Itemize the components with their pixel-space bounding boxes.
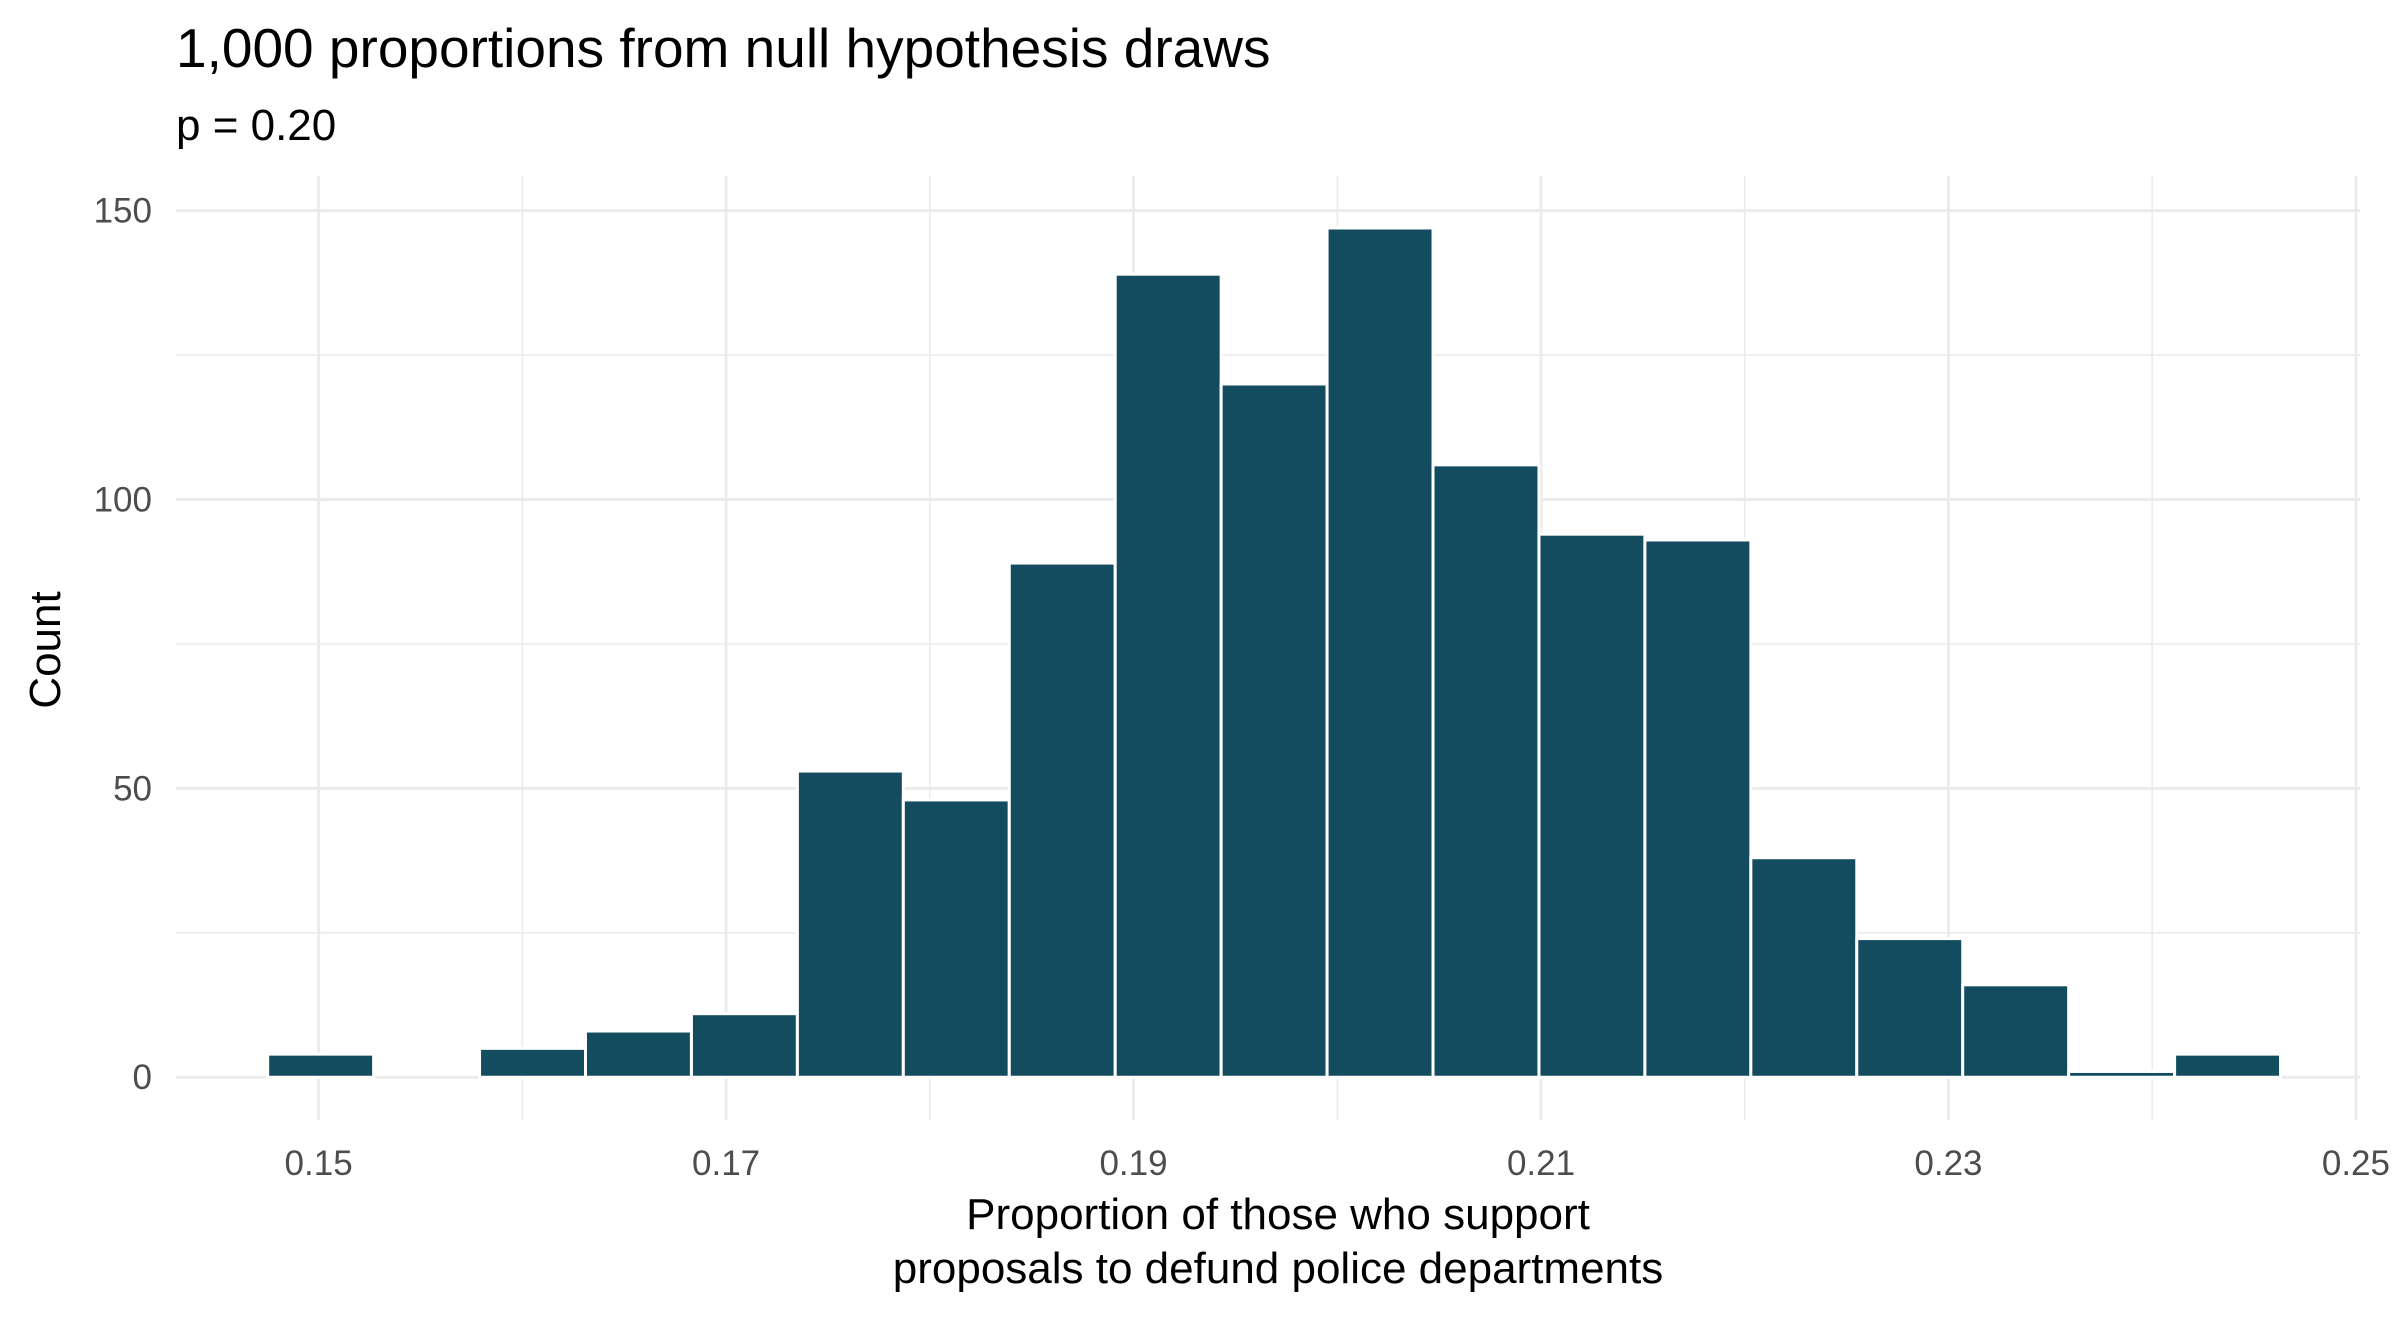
- histogram-bar-10: [1325, 226, 1435, 1079]
- x-tick-label-0: 0.15: [285, 1144, 353, 1183]
- histogram-bar-7: [1007, 561, 1117, 1079]
- histogram-bars: [266, 226, 2283, 1079]
- y-tick-label-2: 100: [94, 481, 152, 520]
- x-tick-label-4: 0.23: [1914, 1144, 1982, 1183]
- histogram-bar-6: [901, 798, 1011, 1079]
- histogram-bar-12: [1537, 532, 1647, 1079]
- histogram-bar-16: [1961, 983, 2071, 1079]
- x-tick-label-3: 0.21: [1507, 1144, 1575, 1183]
- histogram-bar-11: [1431, 463, 1541, 1079]
- histogram-bar-17: [2067, 1069, 2177, 1079]
- histogram-bar-2: [478, 1046, 587, 1079]
- chart-subtitle: p = 0.20: [176, 101, 336, 150]
- tick-labels: 0.15 0.17 0.19 0.21 0.23 0.25 0 50 100 150: [94, 192, 2390, 1183]
- histogram-bar-15: [1855, 937, 1965, 1079]
- histogram-bar-5: [795, 769, 905, 1079]
- x-tick-label-1: 0.17: [692, 1144, 760, 1183]
- histogram-bar-4: [689, 1012, 799, 1079]
- x-tick-label-2: 0.19: [1099, 1144, 1167, 1183]
- histogram-bar-13: [1643, 538, 1753, 1079]
- x-tick-label-5: 0.25: [2322, 1144, 2390, 1183]
- y-tick-label-3: 150: [94, 192, 152, 231]
- x-axis-title-line1: Proportion of those who support: [966, 1190, 1590, 1239]
- histogram-bar-14: [1749, 856, 1859, 1079]
- y-axis-title: Count: [21, 591, 70, 708]
- y-tick-label-1: 50: [113, 769, 152, 808]
- histogram-bar-9: [1219, 382, 1329, 1079]
- x-axis-title-line2: proposals to defund police departments: [893, 1244, 1664, 1293]
- histogram-bar-3: [584, 1029, 693, 1079]
- y-tick-label-0: 0: [133, 1058, 152, 1097]
- histogram-bar-8: [1113, 272, 1223, 1079]
- histogram-bar-18: [2173, 1052, 2283, 1079]
- histogram-bar-0: [266, 1052, 376, 1079]
- chart-title: 1,000 proportions from null hypothesis d…: [176, 17, 1270, 79]
